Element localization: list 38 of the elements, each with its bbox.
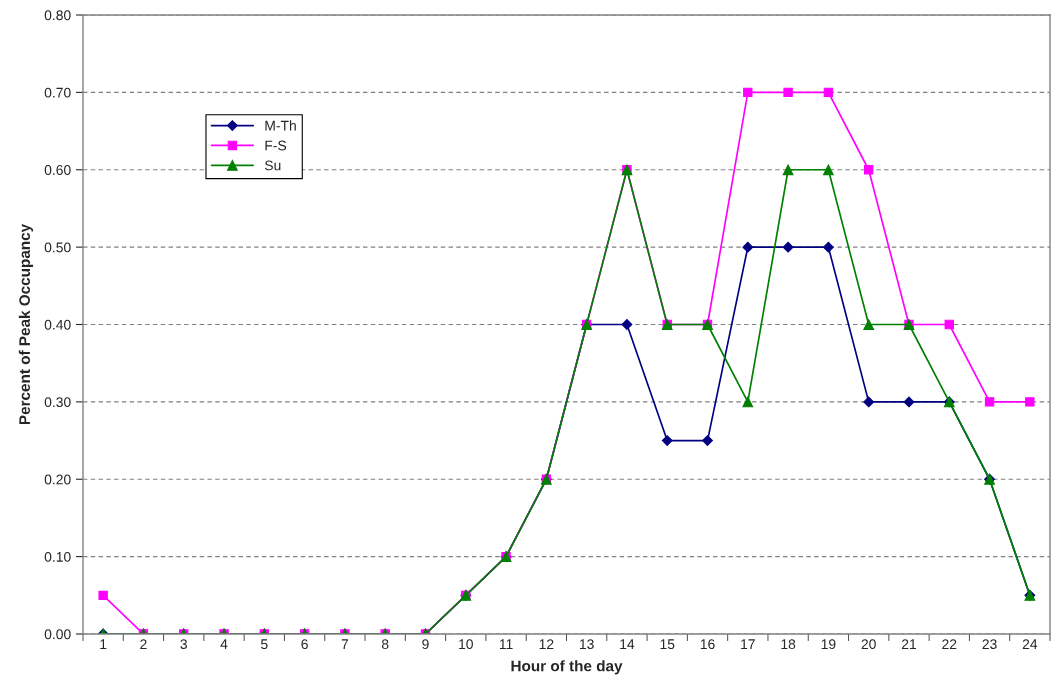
x-tick-label: 6 (301, 639, 308, 650)
y-tick-label: 0.00 (44, 629, 71, 640)
y-tick-label: 0.20 (44, 474, 71, 485)
legend-label: F-S (265, 140, 287, 151)
x-tick-label: 8 (381, 639, 389, 650)
legend-label: Su (264, 160, 281, 171)
x-tick-label: 5 (261, 639, 268, 650)
x-tick-label: 12 (539, 639, 554, 649)
x-tick-label: 9 (422, 639, 429, 650)
y-axis-title: Percent of Peak Occupancy (18, 223, 34, 425)
x-tick-label: 20 (861, 639, 876, 650)
x-tick-label: 16 (700, 639, 715, 650)
x-tick-label: 17 (741, 639, 755, 649)
y-tick-label: 0.30 (44, 397, 71, 408)
x-tick-label: 3 (180, 639, 187, 650)
legend-label: M-Th (265, 120, 296, 131)
x-tick-label: 2 (140, 639, 147, 649)
y-tick-label: 0.40 (44, 319, 71, 330)
x-tick-label: 24 (1022, 639, 1038, 649)
x-tick-label: 23 (982, 639, 997, 650)
x-tick-label: 18 (781, 639, 796, 650)
y-tick-label: 0.60 (44, 165, 71, 175)
y-tick-label: 0.50 (44, 242, 71, 253)
x-axis-title: Hour of the day (511, 660, 623, 675)
x-tick-label: 10 (459, 639, 473, 650)
x-tick-label: 11 (499, 639, 513, 649)
x-tick-label: 13 (579, 639, 594, 650)
x-tick-label: 19 (821, 639, 836, 650)
x-tick-label: 21 (901, 639, 917, 649)
y-tick-label: 0.10 (44, 551, 71, 562)
y-tick-label: 0.80 (44, 10, 71, 21)
y-tick-label: 0.70 (44, 87, 71, 98)
x-tick-label: 15 (660, 639, 675, 650)
x-tick-label: 22 (942, 639, 957, 649)
x-tick-label: 1 (100, 639, 107, 649)
x-tick-label: 7 (341, 639, 349, 649)
x-tick-label: 4 (220, 639, 228, 649)
x-tick-label: 14 (620, 639, 635, 649)
